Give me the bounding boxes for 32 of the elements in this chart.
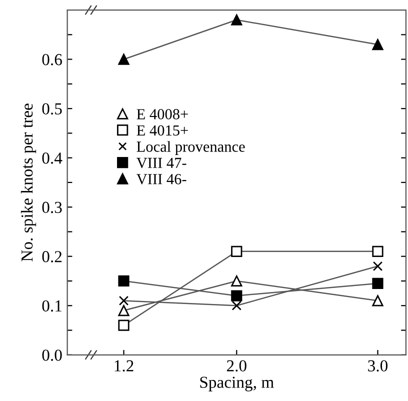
point <box>231 14 242 26</box>
y-tick-label: 0.0 <box>42 350 62 361</box>
point <box>231 290 242 302</box>
point <box>118 296 129 306</box>
x-tick-label: 1.2 <box>114 360 134 372</box>
point <box>118 275 130 287</box>
x-tick-label: 3.0 <box>368 360 388 372</box>
legend-label: VIII 46- <box>136 174 186 184</box>
x-axis-title: Spacing, m <box>200 376 274 392</box>
point <box>372 295 384 306</box>
y-axis-title: No. spike knots per tree <box>20 104 36 262</box>
point <box>118 304 130 316</box>
point <box>372 261 383 272</box>
y-tick-label: 0.1 <box>42 300 62 312</box>
point <box>231 275 242 287</box>
legend-label: VIII 47- <box>136 158 186 168</box>
legend-label: E 4008+ <box>136 109 188 120</box>
point <box>232 300 242 310</box>
point <box>372 246 384 257</box>
legend-label: Local provenance <box>136 141 245 155</box>
y-tick-label: 0.3 <box>42 202 62 214</box>
point <box>372 278 384 290</box>
point <box>118 54 130 65</box>
point <box>231 246 242 257</box>
point <box>372 38 384 50</box>
y-tick-label: 0.4 <box>42 152 62 164</box>
x-tick-label: 2.0 <box>226 360 246 372</box>
y-tick-label: 0.5 <box>42 103 62 115</box>
y-tick-label: 0.6 <box>42 54 62 66</box>
legend-label: E 4015+ <box>136 125 188 136</box>
point <box>118 320 130 331</box>
y-tick-label: 0.2 <box>42 251 62 262</box>
